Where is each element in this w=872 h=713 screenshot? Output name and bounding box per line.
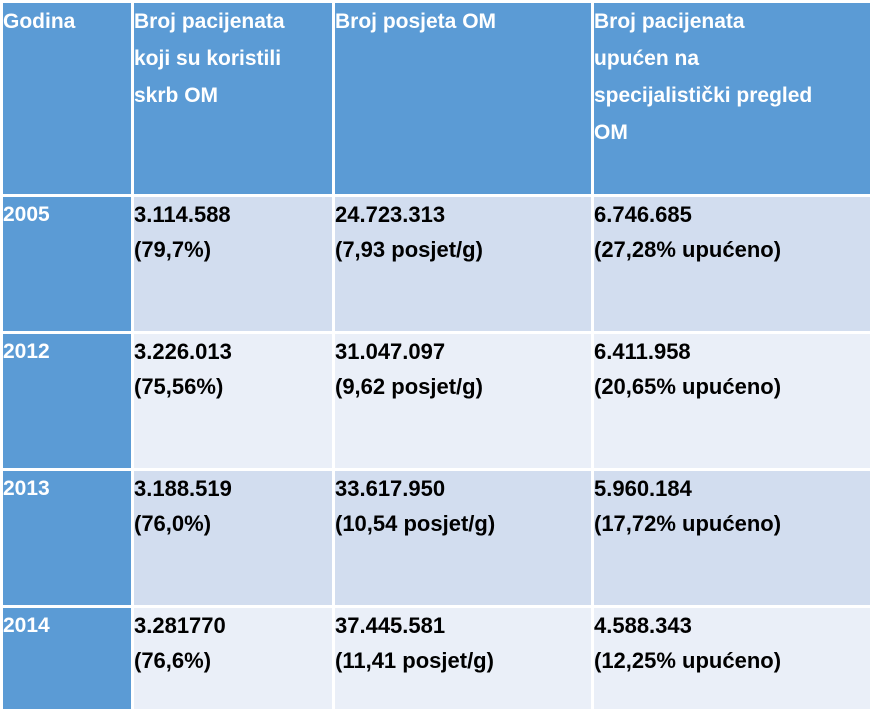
referred-percent: (12,25% upućeno) bbox=[594, 648, 782, 673]
referred-cell: 5.960.184 (17,72% upućeno) bbox=[591, 468, 872, 608]
header-row: Godina Broj pacijenata koji su koristili… bbox=[0, 0, 872, 197]
visits-cell: 24.723.313 (7,93 posjet/g) bbox=[332, 194, 594, 334]
visits-rate: (9,62 posjet/g) bbox=[335, 374, 483, 399]
patients-count: 3.226.013 bbox=[134, 339, 232, 364]
table-row: 2013 3.188.519 (76,0%) 33.617.950 (10,54… bbox=[0, 468, 872, 608]
patients-cell: 3.114.588 (79,7%) bbox=[131, 194, 335, 334]
patients-cell: 3.226.013 (75,56%) bbox=[131, 331, 335, 471]
visits-cell: 31.047.097 (9,62 posjet/g) bbox=[332, 331, 594, 471]
year-cell: 2014 bbox=[0, 605, 134, 712]
referred-count: 6.411.958 bbox=[594, 339, 691, 364]
patients-count: 3.281770 bbox=[134, 613, 226, 638]
referred-count: 4.588.343 bbox=[594, 613, 692, 638]
header-referred: Broj pacijenata upućen na specijalističk… bbox=[591, 0, 872, 197]
referred-percent: (27,28% upućeno) bbox=[594, 237, 782, 262]
visits-rate: (11,41 posjet/g) bbox=[335, 648, 494, 673]
header-referred-line: specijalistički pregled bbox=[594, 84, 813, 107]
referred-cell: 6.411.958 (20,65% upućeno) bbox=[591, 331, 872, 471]
referred-percent: (17,72% upućeno) bbox=[594, 511, 782, 536]
year-cell: 2005 bbox=[0, 194, 134, 334]
patients-cell: 3.281770 (76,6%) bbox=[131, 605, 335, 712]
patients-percent: (75,56%) bbox=[134, 374, 224, 399]
visits-cell: 33.617.950 (10,54 posjet/g) bbox=[332, 468, 594, 608]
header-patients-line: skrb OM bbox=[134, 84, 219, 107]
header-patients: Broj pacijenata koji su koristili skrb O… bbox=[131, 0, 335, 197]
patients-count: 3.114.588 bbox=[134, 202, 231, 227]
header-referred-line: Broj pacijenata bbox=[594, 10, 745, 33]
patients-percent: (79,7%) bbox=[134, 237, 212, 262]
patients-percent: (76,0%) bbox=[134, 511, 212, 536]
referred-percent: (20,65% upućeno) bbox=[594, 374, 782, 399]
table-row: 2014 3.281770 (76,6%) 37.445.581 (11,41 … bbox=[0, 605, 872, 712]
header-patients-line: Broj pacijenata bbox=[134, 10, 285, 33]
visits-count: 31.047.097 bbox=[335, 339, 446, 364]
visits-rate: (7,93 posjet/g) bbox=[335, 237, 483, 262]
referred-cell: 6.746.685 (27,28% upućeno) bbox=[591, 194, 872, 334]
visits-count: 33.617.950 bbox=[335, 476, 446, 501]
referred-count: 5.960.184 bbox=[594, 476, 692, 501]
patients-count: 3.188.519 bbox=[134, 476, 232, 501]
year-cell: 2012 bbox=[0, 331, 134, 471]
table-row: 2012 3.226.013 (75,56%) 31.047.097 (9,62… bbox=[0, 331, 872, 471]
header-visits-line: Broj posjeta OM bbox=[335, 10, 497, 33]
header-visits: Broj posjeta OM bbox=[332, 0, 594, 197]
header-year: Godina bbox=[0, 0, 134, 197]
visits-cell: 37.445.581 (11,41 posjet/g) bbox=[332, 605, 594, 712]
referred-cell: 4.588.343 (12,25% upućeno) bbox=[591, 605, 872, 712]
table-row: 2005 3.114.588 (79,7%) 24.723.313 (7,93 … bbox=[0, 194, 872, 334]
header-patients-line: koji su koristili bbox=[134, 47, 282, 70]
header-year-line: Godina bbox=[3, 10, 76, 33]
header-referred-line: OM bbox=[594, 121, 628, 144]
visits-count: 37.445.581 bbox=[335, 613, 446, 638]
visits-rate: (10,54 posjet/g) bbox=[335, 511, 496, 536]
visits-count: 24.723.313 bbox=[335, 202, 446, 227]
referred-count: 6.746.685 bbox=[594, 202, 692, 227]
patients-cell: 3.188.519 (76,0%) bbox=[131, 468, 335, 608]
patients-percent: (76,6%) bbox=[134, 648, 212, 673]
header-referred-line: upućen na bbox=[594, 47, 700, 70]
year-cell: 2013 bbox=[0, 468, 134, 608]
